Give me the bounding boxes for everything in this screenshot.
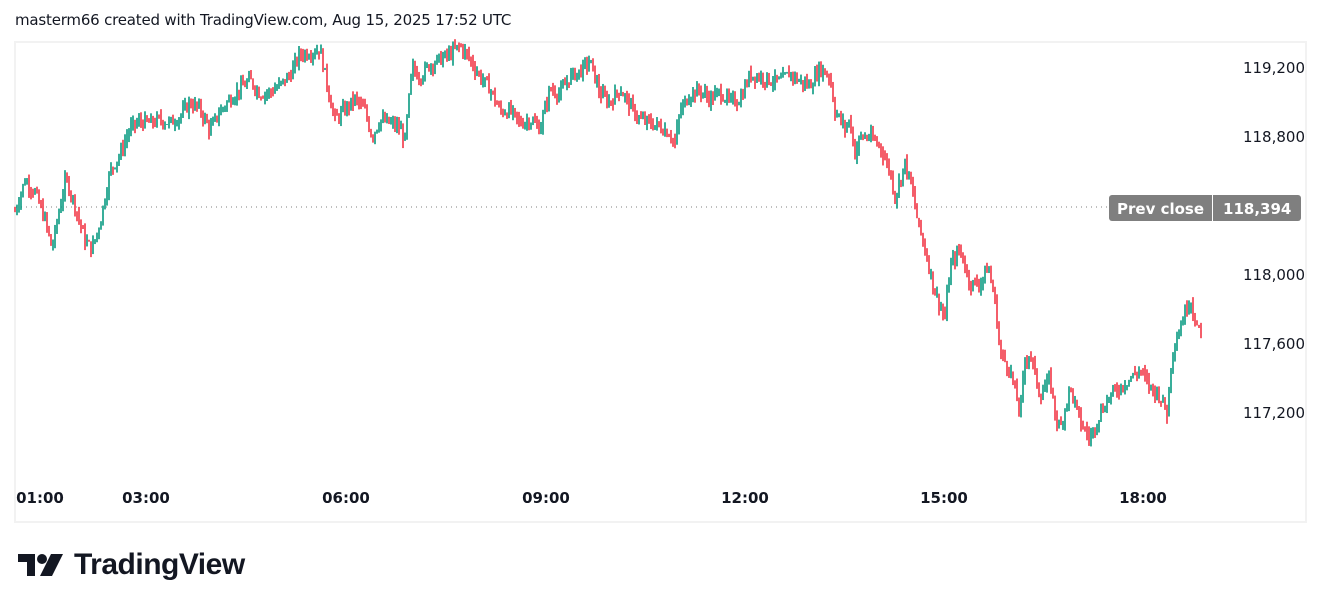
time-tick-label: 12:00 [721, 489, 769, 507]
time-tick-label: 09:00 [522, 489, 570, 507]
tradingview-wordmark: TradingView [74, 548, 245, 581]
prev-close-value: 118,394 [1223, 200, 1292, 218]
price-tick-label: 118,000 [1242, 266, 1305, 284]
tradingview-logo[interactable]: TradingView [18, 550, 245, 580]
price-tick-label: 117,600 [1242, 335, 1305, 353]
candles [14, 39, 1202, 447]
time-tick-label: 03:00 [122, 489, 170, 507]
time-tick-label: 18:00 [1119, 489, 1167, 507]
prev-close-label: Prev close [1109, 195, 1214, 221]
time-tick-label: 06:00 [322, 489, 370, 507]
price-tick-label: 118,800 [1242, 128, 1305, 146]
time-tick-label: 15:00 [920, 489, 968, 507]
time-tick-label: 01:00 [16, 489, 64, 507]
price-tick-label: 119,200 [1242, 59, 1305, 77]
price-tick-label: 117,200 [1242, 404, 1305, 422]
prev-close-badge: Prev close 118,394 [1109, 195, 1302, 221]
chart-attribution: masterm66 created with TradingView.com, … [15, 11, 512, 29]
tradingview-logo-icon [18, 554, 63, 576]
